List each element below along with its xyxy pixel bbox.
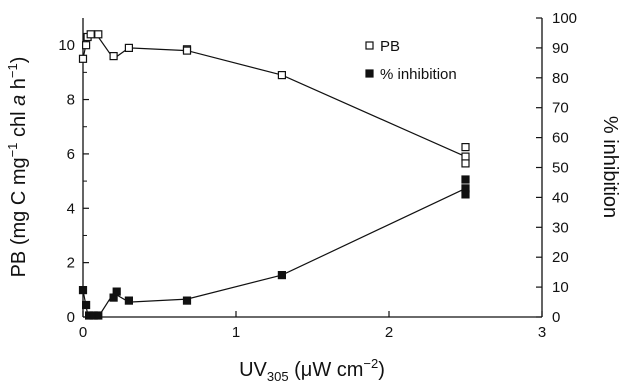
legend: PB % inhibition xyxy=(365,38,457,83)
data-point-inhibition xyxy=(182,296,192,305)
data-point-pb xyxy=(461,159,470,168)
data-point-inhibition xyxy=(78,286,88,295)
data-point-pb xyxy=(277,70,286,80)
data-point-inhibition xyxy=(124,296,134,305)
data-point-pb xyxy=(109,51,118,61)
data-point-pb xyxy=(81,41,91,50)
left-y-tick-label: 2 xyxy=(67,255,75,272)
left-y-tick-label: 10 xyxy=(58,37,75,54)
data-point-inhibition xyxy=(81,300,91,310)
legend-marker-inhibition xyxy=(365,69,374,78)
data-point-inhibition xyxy=(112,287,121,296)
left-y-axis-ticks: 0 2 4 6 8 10 xyxy=(58,37,89,326)
left-y-tick-label: 6 xyxy=(67,146,75,163)
left-y-tick-label: 8 xyxy=(67,92,75,109)
left-y-axis-title: PB (mg C mg−1 chl a h−1) xyxy=(5,57,30,278)
right-y-tick-label: 30 xyxy=(552,219,569,236)
x-tick-label: 1 xyxy=(232,324,240,341)
data-point-pb xyxy=(182,46,192,55)
x-axis-ticks: 0 1 2 3 xyxy=(79,311,546,341)
series-layer xyxy=(78,30,470,320)
left-y-tick-label: 0 xyxy=(67,309,75,326)
x-tick-label: 0 xyxy=(79,324,87,341)
right-y-axis-ticks: 0 10 20 30 40 50 60 70 80 90 100 xyxy=(536,10,577,326)
data-point-inhibition xyxy=(277,271,286,280)
data-point-pb xyxy=(461,143,470,152)
data-point-pb xyxy=(124,43,134,53)
legend-label-pb: PB xyxy=(380,38,400,55)
x-tick-label: 2 xyxy=(385,324,393,341)
right-y-axis-title: % inhibition xyxy=(599,116,620,218)
right-y-tick-label: 70 xyxy=(552,100,569,117)
data-point-pb xyxy=(78,54,88,63)
right-y-tick-label: 90 xyxy=(552,40,569,57)
x-tick-label: 3 xyxy=(538,324,546,341)
data-point-pb xyxy=(461,152,470,161)
series-line-inhibition xyxy=(82,187,466,318)
right-y-tick-label: 10 xyxy=(552,279,569,296)
series-line-pb xyxy=(82,36,466,158)
data-point-inhibition xyxy=(461,175,470,184)
x-axis-title: UV305 (μW cm−2) xyxy=(239,356,385,384)
right-y-tick-label: 100 xyxy=(552,10,577,27)
left-y-tick-label: 4 xyxy=(67,200,75,217)
right-y-tick-label: 60 xyxy=(552,130,569,147)
data-point-inhibition xyxy=(94,311,103,320)
data-point-pb xyxy=(94,30,103,39)
right-y-tick-label: 20 xyxy=(552,249,569,266)
legend-marker-pb xyxy=(365,41,374,50)
data-point-inhibition xyxy=(461,190,470,199)
right-y-tick-label: 50 xyxy=(552,160,569,177)
right-y-tick-label: 80 xyxy=(552,70,569,87)
right-y-tick-label: 0 xyxy=(552,309,560,326)
legend-label-inhibition: % inhibition xyxy=(380,66,457,83)
data-point-pb xyxy=(86,30,95,39)
right-y-tick-label: 40 xyxy=(552,189,569,206)
